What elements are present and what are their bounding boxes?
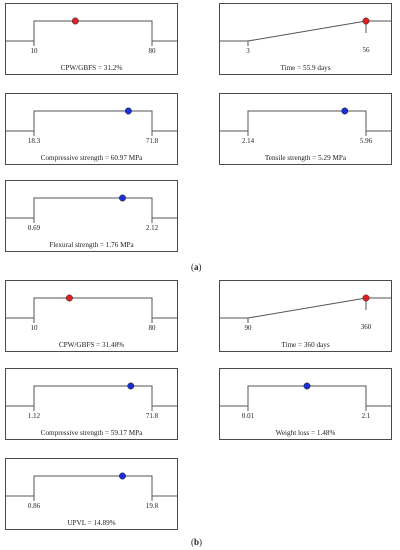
desirability-curve	[6, 17, 177, 46]
desirability-curve	[220, 107, 391, 136]
panel-caption: Weight loss = 1.48%	[275, 429, 336, 437]
optimum-point	[119, 472, 126, 480]
desirability-panel-compressive-a: 18.3 71.8 Compressive strength = 60.97 M…	[5, 93, 178, 165]
range-max-label: 360	[360, 323, 372, 331]
section-label-a: (a)	[191, 262, 202, 272]
desirability-panel-cpw-gbfs-b: 10 80 CPW/GBFS = 31.48%	[5, 280, 178, 352]
panel-caption: Compressive strength = 59.17 MPa	[40, 429, 143, 437]
range-min-label: 1.12	[27, 412, 41, 420]
range-min-label: 18.3	[27, 137, 41, 145]
desirability-line	[6, 475, 177, 497]
desirability-panel-compressive-b: 1.12 71.8 Compressive strength = 59.17 M…	[5, 368, 178, 440]
panel-caption: Flexural strength = 1.76 MPa	[49, 241, 134, 249]
range-min-label: 2.14	[241, 137, 255, 145]
range-max-label: 71.8	[145, 137, 159, 145]
panel-caption: CPW/GBFS = 31.48%	[58, 341, 125, 349]
desirability-curve	[6, 382, 177, 411]
range-max-label: 2.12	[145, 224, 159, 232]
desirability-panel-flexural-a: 0.69 2.12 Flexural strength = 1.76 MPa	[5, 180, 178, 252]
desirability-curve	[6, 294, 177, 323]
panel-caption: CPW/GBFS = 31.2%	[60, 64, 123, 72]
range-min-label: 10	[30, 324, 38, 332]
optimum-point	[71, 17, 79, 25]
desirability-line	[6, 197, 177, 219]
panel-caption: Compressive strength = 60.97 MPa	[40, 154, 143, 162]
desirability-line	[6, 297, 177, 319]
optimum-point	[124, 107, 132, 115]
optimum-point	[362, 294, 370, 302]
panel-caption: Time = 360 days	[281, 341, 330, 349]
range-max-label: 56	[362, 46, 370, 54]
optimum-point	[341, 107, 349, 115]
desirability-curve	[6, 194, 177, 223]
range-max-label: 71.8	[145, 412, 159, 420]
desirability-line	[6, 385, 177, 407]
desirability-curve	[6, 107, 177, 136]
optimum-point	[362, 17, 370, 25]
desirability-curve	[220, 294, 391, 323]
desirability-panel-tensile-a: 2.14 5.96 Tensile strength = 5.29 MPa	[219, 93, 392, 165]
range-min-label: 90	[244, 324, 252, 332]
range-min-label: 0.01	[241, 412, 255, 420]
range-max-label: 80	[148, 47, 156, 55]
optimum-point	[119, 194, 126, 202]
desirability-line	[220, 297, 391, 319]
desirability-panel-time-b: 90 360 Time = 360 days	[219, 280, 392, 352]
range-min-label: 0.69	[27, 224, 41, 232]
desirability-line	[220, 20, 391, 42]
range-max-label: 5.96	[359, 137, 373, 145]
panel-caption: Tensile strength = 5.29 MPa	[264, 154, 347, 162]
panel-caption: UPVL = 14.89%	[67, 519, 116, 527]
range-max-label: 80	[148, 324, 156, 332]
desirability-curve	[220, 17, 391, 46]
range-max-label: 19.8	[145, 502, 159, 510]
range-max-label: 2.1	[361, 412, 371, 420]
range-min-label: 0.86	[27, 502, 41, 510]
desirability-line	[6, 20, 177, 42]
section-label-b: (b)	[191, 537, 203, 547]
panel-caption: Time = 55.9 days	[280, 64, 331, 72]
optimum-point	[127, 382, 135, 390]
desirability-line	[6, 110, 177, 132]
optimum-point	[303, 382, 311, 390]
desirability-panel-upvl-b: 0.86 19.8 UPVL = 14.89%	[5, 458, 178, 530]
desirability-curve	[220, 382, 391, 411]
range-min-label: 3	[246, 47, 250, 55]
desirability-curve	[6, 472, 177, 501]
range-min-label: 10	[30, 47, 38, 55]
desirability-panel-cpw-gbfs-a: 10 80 CPW/GBFS = 31.2%	[5, 3, 178, 75]
desirability-line	[220, 110, 391, 132]
desirability-panel-weight-loss-b: 0.01 2.1 Weight loss = 1.48%	[219, 368, 392, 440]
desirability-panel-time-a: 3 56 Time = 55.9 days	[219, 3, 392, 75]
optimum-point	[65, 294, 73, 302]
